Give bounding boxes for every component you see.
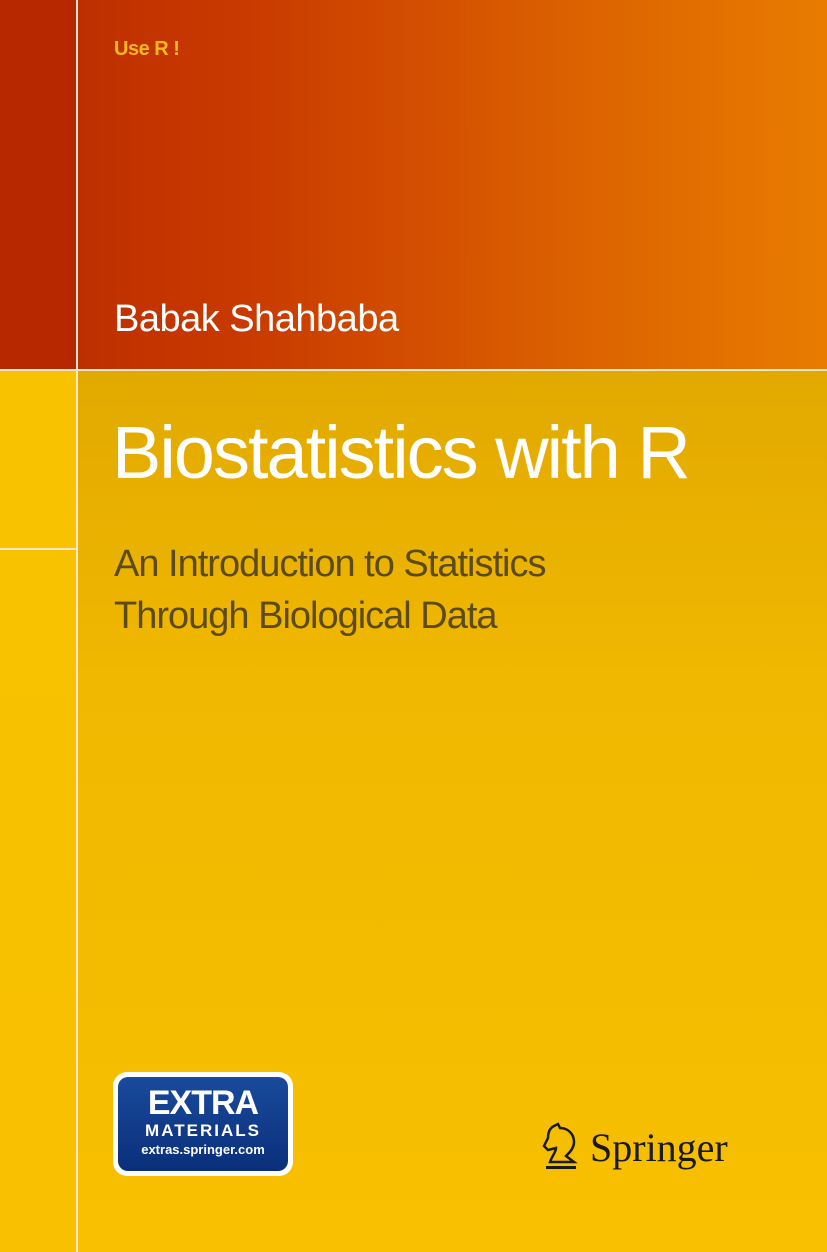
series-name: Use R ! [114,38,180,60]
top-left-panel [0,0,76,370]
bottom-left-panel [0,371,76,1252]
book-title: Biostatistics with R [112,411,691,494]
subtitle-line: An Introduction to Statistics [114,543,546,585]
badge-line2: MATERIALS [145,1121,261,1140]
badge-line3: extras.springer.com [141,1142,265,1157]
extra-materials-badge: EXTRA MATERIALS extras.springer.com [113,1072,293,1176]
top-band [0,0,827,370]
short-divider [0,548,76,550]
horizontal-divider [0,369,827,371]
publisher-name: Springer [590,1124,728,1170]
author: Babak Shahbaba [114,298,399,340]
vertical-divider [76,0,78,1252]
subtitle-line: Through Biological Data [114,595,498,637]
publisher-logo: Springer [540,1122,728,1172]
badge-line1: EXTRA [147,1084,259,1122]
book-subtitle: An Introduction to Statistics Through Bi… [114,538,546,642]
springer-horse-icon [542,1122,578,1169]
